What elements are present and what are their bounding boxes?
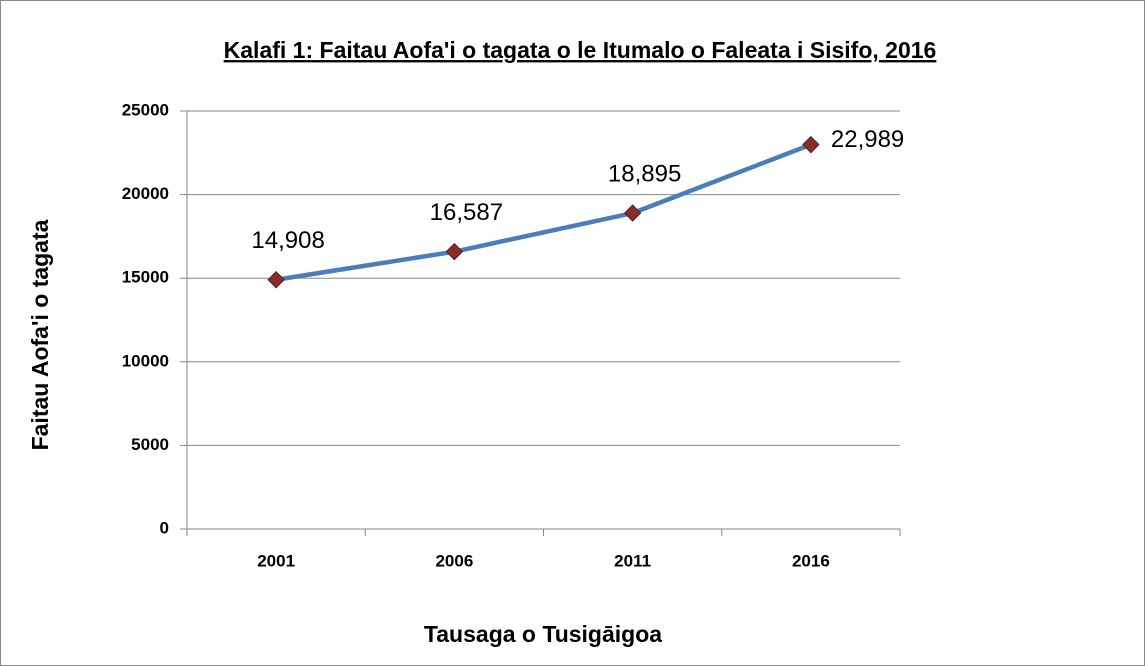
marker [445, 242, 464, 261]
data-label: 18,895 [608, 160, 681, 187]
x-axis-label: Tausaga o Tusigāigoa [424, 621, 662, 647]
x-tick-label: 2001 [257, 551, 295, 570]
marker [267, 271, 285, 289]
data-label: 14,908 [251, 227, 324, 254]
data-label: 22,989 [831, 126, 904, 153]
y-axis-label: Faitau Aofa'i o tagata [27, 219, 53, 450]
chart-title: Kalafi 1: Faitau Aofa'i o tagata o le It… [224, 37, 937, 63]
x-tick-label: 2006 [435, 551, 473, 570]
x-tick-label: 2016 [792, 551, 830, 570]
marker [802, 135, 820, 154]
line [275, 142, 812, 282]
y-tick-label: 25000 [122, 100, 169, 119]
x-tick-label: 2011 [614, 551, 651, 570]
y-tick-label: 10000 [122, 351, 169, 370]
data-label: 16,587 [430, 199, 503, 226]
y-tick-label: 15000 [122, 268, 169, 287]
y-tick-label: 5000 [131, 435, 169, 454]
y-tick-label: 20000 [122, 184, 169, 203]
marker [623, 204, 642, 222]
y-tick-label: 0 [160, 518, 169, 537]
